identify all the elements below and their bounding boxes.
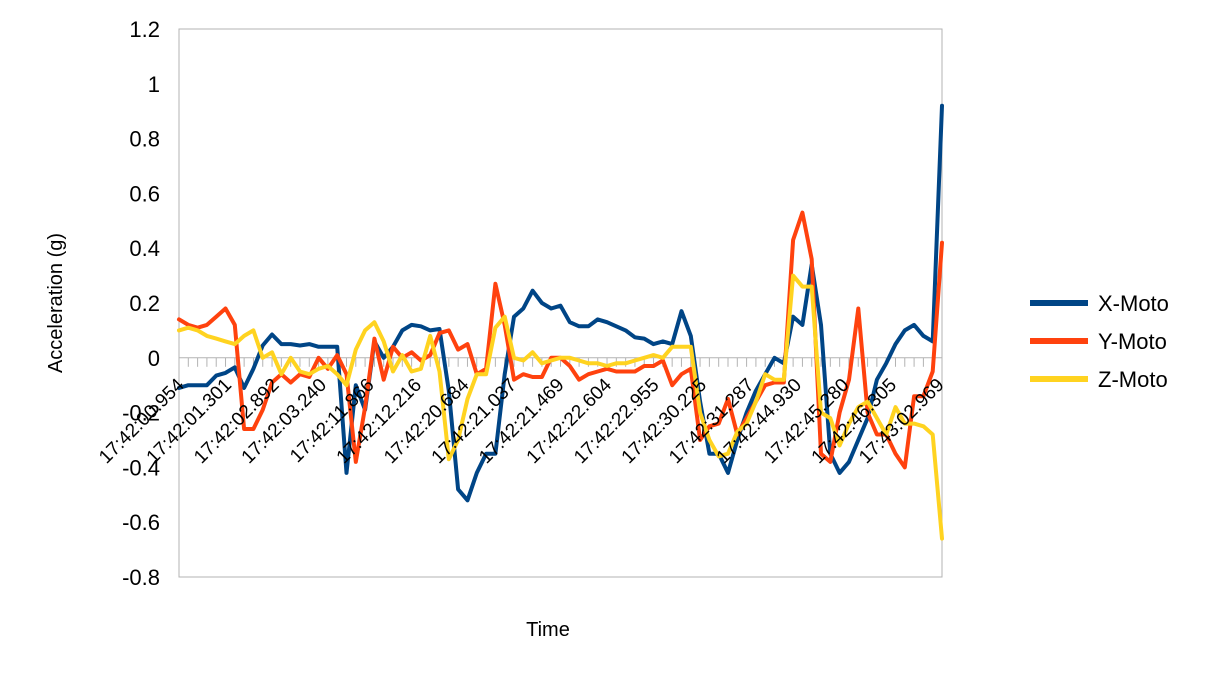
y-tick-label: 0.8 [129,127,160,152]
legend-label: Y-Moto [1098,329,1167,354]
x-minor-ticks [178,357,943,367]
y-tick-labels: 1.2 1 0.8 0.6 0.4 0.2 0 -0.2 -0.4 -0.6 -0.8 [122,17,160,590]
y-tick-label: -0.8 [122,565,160,590]
y-tick-label: 0.4 [129,236,160,261]
y-tick-label: 1 [148,72,160,97]
y-tick-label: -0.2 [122,401,160,426]
x-axis-title: Time [526,619,570,641]
y-tick-label: 1.2 [129,17,160,42]
y-axis-title: Acceleration (g) [45,233,67,373]
y-tick-label: 0 [148,346,160,371]
series-lines [177,103,944,541]
y-tick-label: -0.4 [122,455,160,480]
series-line-3 [177,273,944,541]
legend-label: X-Moto [1098,291,1169,316]
plot-area [178,28,943,578]
y-tick-label: 0.2 [129,291,160,316]
legend: X-Moto Y-Moto Z-Moto [1030,291,1169,392]
y-tick-label: 0.6 [129,181,160,206]
y-tick-label: -0.6 [122,510,160,535]
legend-label: Z-Moto [1098,367,1168,392]
